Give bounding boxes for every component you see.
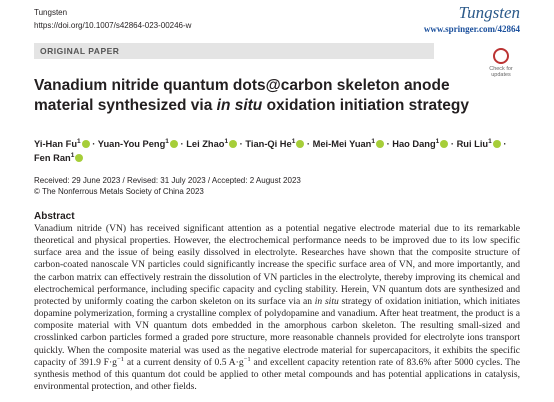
- author: Fen Ran1: [34, 151, 84, 163]
- author: Yi-Han Fu1: [34, 137, 90, 149]
- author: Mei-Mei Yuan1: [312, 137, 384, 149]
- author-name: Lei Zhao: [186, 139, 225, 149]
- separator: ·: [180, 139, 184, 149]
- orcid-icon[interactable]: [296, 140, 305, 148]
- author: Hao Dang1: [392, 137, 449, 149]
- text-run: Vanadium nitride (VN) has received signi…: [34, 223, 520, 307]
- affiliation: 1: [224, 137, 229, 145]
- author-name: Yuan-You Peng: [97, 139, 166, 149]
- text-run: at a current density of 0.5 A·g: [124, 356, 244, 368]
- author: Yuan-You Peng1: [97, 137, 178, 149]
- dates: Received: 29 June 2023 / Revised: 31 Jul…: [34, 176, 301, 185]
- orcid-icon[interactable]: [169, 140, 178, 148]
- superscript: −1: [116, 355, 125, 363]
- doi-link[interactable]: https://doi.org/10.1007/s42864-023-00246…: [34, 21, 192, 30]
- orcid-icon[interactable]: [440, 140, 449, 148]
- orcid-icon[interactable]: [492, 140, 501, 148]
- text-run: in situ: [314, 295, 339, 307]
- orcid-icon[interactable]: [81, 140, 90, 148]
- text-run: oxidation initiation strategy: [262, 97, 469, 114]
- separator: ·: [239, 139, 243, 149]
- badge-text: Check for updates: [489, 66, 513, 78]
- authors: Yi-Han Fu1 · Yuan-You Peng1 · Lei Zhao1 …: [34, 137, 514, 165]
- author-name: Hao Dang: [392, 139, 436, 149]
- journal-logo: Tungsten: [458, 3, 520, 22]
- affiliation: 1: [70, 151, 75, 159]
- orcid-icon[interactable]: [75, 154, 84, 162]
- text-run: and excellent capacity retention rate of…: [34, 356, 520, 393]
- text-run: strategy of oxidation initiation, which …: [34, 295, 520, 368]
- affiliation: 1: [488, 137, 492, 145]
- author-name: Rui Liu: [456, 139, 489, 149]
- orcid-icon[interactable]: [229, 140, 238, 148]
- journal-name: Tungsten: [34, 8, 68, 17]
- author-name: Yi-Han Fu: [34, 139, 78, 149]
- separator: ·: [450, 139, 454, 149]
- affiliation: 1: [165, 137, 169, 145]
- badge-icon: [493, 48, 509, 64]
- copyright: © The Nonferrous Metals Society of China…: [34, 187, 204, 196]
- orcid-icon[interactable]: [375, 140, 384, 148]
- author-name: Fen Ran: [34, 153, 71, 163]
- separator: ·: [92, 139, 96, 149]
- check-updates[interactable]: Check for updates: [484, 48, 518, 82]
- journal-url[interactable]: www.springer.com/42864: [423, 24, 520, 34]
- separator: ·: [306, 139, 311, 149]
- abstract-heading: Abstract: [34, 211, 75, 222]
- text-run: Vanadium nitride quantum dots@carbon ske…: [34, 77, 450, 114]
- affiliation: 1: [77, 137, 81, 145]
- author: Rui Liu1: [456, 137, 501, 149]
- section-label: ORIGINAL PAPER: [40, 46, 120, 56]
- section-bar: [34, 43, 434, 59]
- author-name: Mei-Mei Yuan: [312, 139, 372, 149]
- affiliation: 1: [371, 137, 375, 145]
- text-run: in situ: [216, 97, 263, 114]
- affiliation: 1: [435, 137, 440, 145]
- affiliation: 1: [291, 137, 296, 145]
- abstract-body: Vanadium nitride (VN) has received signi…: [34, 223, 520, 393]
- superscript: −1: [243, 355, 251, 363]
- author-name: Tian-Qi He: [245, 139, 292, 149]
- separator: ·: [503, 139, 507, 149]
- author: Tian-Qi He1: [245, 137, 305, 149]
- author: Lei Zhao1: [186, 137, 238, 149]
- separator: ·: [386, 139, 390, 149]
- title: Vanadium nitride quantum dots@carbon ske…: [34, 76, 474, 116]
